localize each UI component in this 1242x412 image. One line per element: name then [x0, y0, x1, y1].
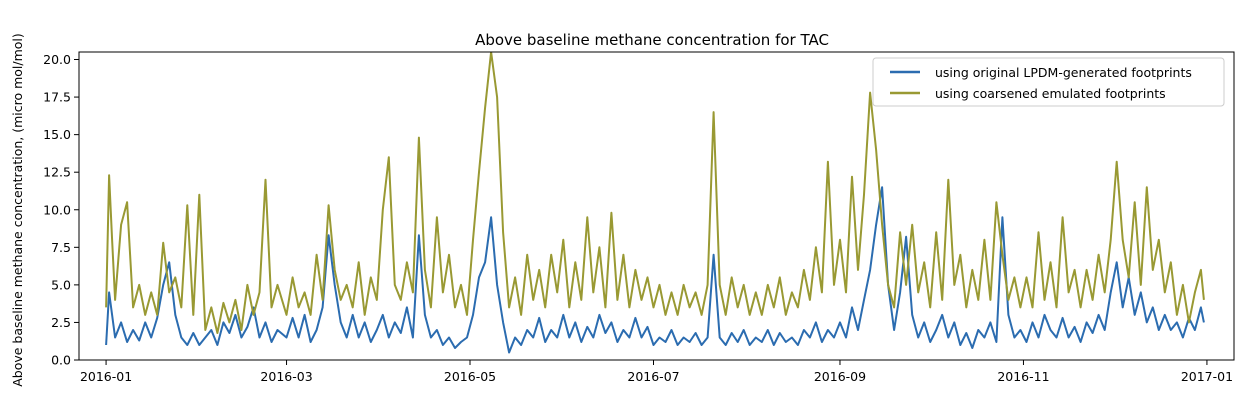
- plot-area: [105, 52, 1205, 354]
- y-tick-label: 0.0: [51, 353, 71, 368]
- series-line-0: [105, 186, 1205, 354]
- y-tick-label: 20.0: [43, 52, 71, 67]
- legend: using original LPDM-generated footprints…: [872, 57, 1225, 107]
- x-tick-label: 2016-09: [814, 369, 866, 384]
- x-tick-label: 2016-11: [997, 369, 1049, 384]
- series-line-1: [105, 52, 1205, 334]
- y-tick-label: 12.5: [43, 165, 71, 180]
- y-tick-label: 7.5: [51, 240, 71, 255]
- x-tick-label: 2017-01: [1181, 369, 1233, 384]
- x-tick-label: 2016-07: [627, 369, 679, 384]
- axes: 0.0 2.5 5.0 7.5 10.0 12.5 15.0 17.5 20.0 2016-01 2…: [43, 51, 1235, 384]
- plot-frame: [78, 51, 1235, 361]
- y-tick-label: 15.0: [43, 127, 71, 142]
- x-tick-label: 2016-03: [260, 369, 312, 384]
- x-tick-label: 2016-01: [80, 369, 132, 384]
- y-tick-label: 5.0: [51, 277, 71, 292]
- y-axis-label: Above baseline methane concentration, (m…: [10, 33, 25, 387]
- legend-label-lpdm: using original LPDM-generated footprints: [935, 65, 1192, 80]
- y-tick-label: 2.5: [51, 315, 71, 330]
- x-tick-label: 2016-05: [444, 369, 496, 384]
- y-tick-label: 17.5: [43, 90, 71, 105]
- legend-label-coarsened: using coarsened emulated footprints: [935, 86, 1166, 101]
- y-tick-label: 10.0: [43, 202, 71, 217]
- legend-frame: [872, 57, 1225, 107]
- chart-title: Above baseline methane concentration for…: [475, 31, 829, 49]
